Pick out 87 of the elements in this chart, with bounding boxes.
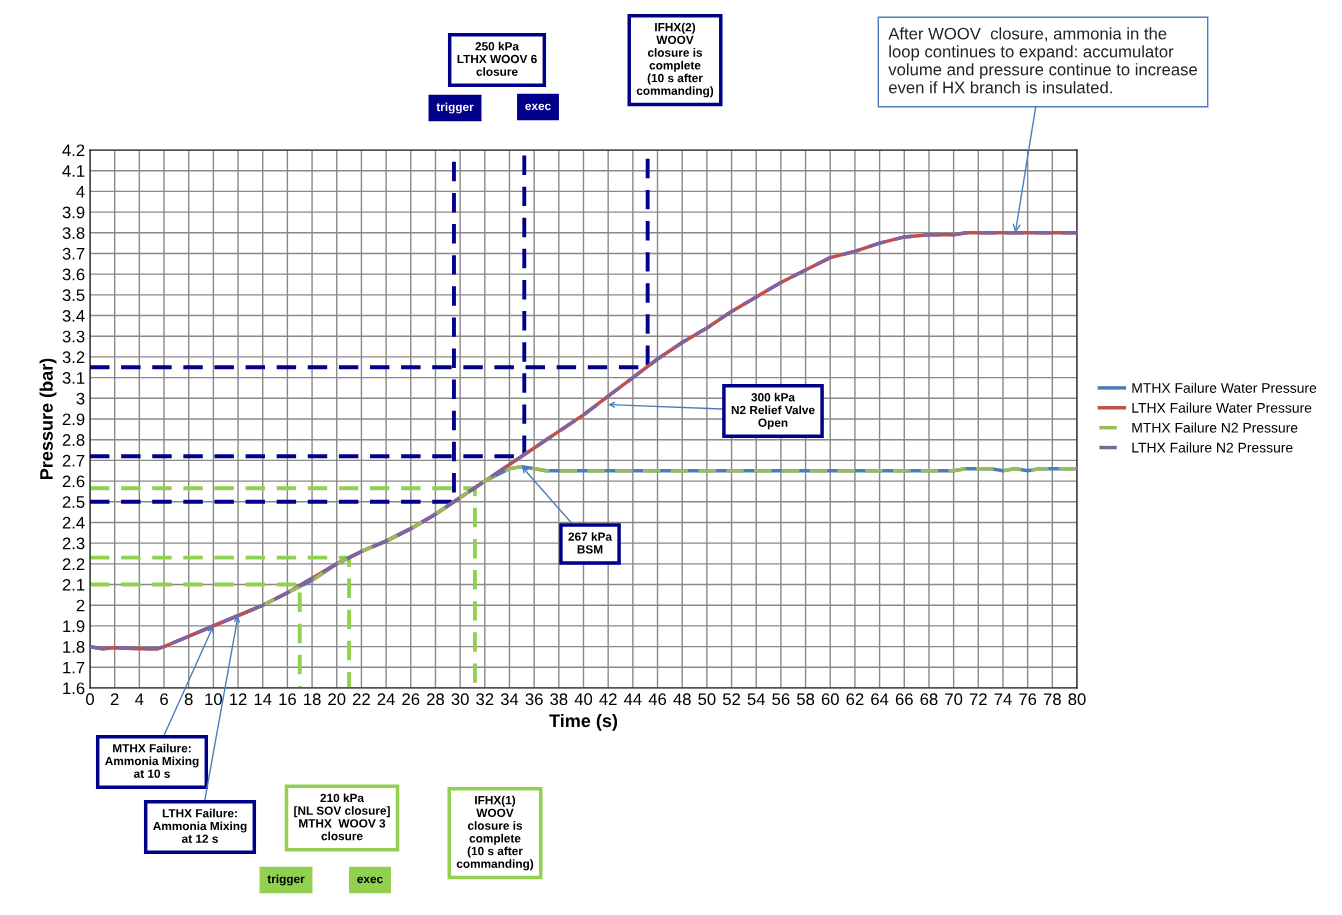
x-tick-label: 64	[871, 693, 889, 706]
x-tick-label: 58	[796, 693, 815, 706]
x-tick-label: 46	[648, 693, 667, 706]
x-tick-label: 2	[110, 693, 119, 705]
y-tick-label: 3.9	[62, 206, 85, 219]
x-tick-label: 80	[1068, 693, 1086, 706]
y-tick-label: 3.2	[62, 351, 85, 364]
x-tick-label: 16	[279, 693, 296, 706]
text: 210 kPa [NL SOV closure] MTHX WOOV 3 closure	[294, 793, 390, 841]
text: IFHX(1) WOOV closure is complete (10 s after commanding)	[456, 795, 534, 871]
legend-label: MTHX Failure Water Pressure	[1132, 382, 1317, 393]
text: exec	[525, 103, 551, 111]
x-axis-title: Time (s)	[549, 713, 618, 731]
x-tick-label: 4	[135, 693, 144, 705]
x-tick-label: 54	[747, 693, 766, 706]
y-tick-label: 3.4	[62, 309, 85, 322]
y-tick-label: 2.1	[62, 578, 85, 591]
y-tick-label: 1.6	[63, 682, 85, 695]
legend-label: LTHX Failure N2 Pressure	[1132, 442, 1293, 453]
y-tick-label: 2.7	[62, 454, 85, 467]
y-tick-label: 3.1	[62, 372, 85, 384]
x-tick-label: 44	[623, 693, 642, 705]
y-tick-label: 3.3	[62, 330, 85, 343]
text: trigger	[436, 102, 474, 114]
x-tick-label: 76	[1019, 693, 1037, 706]
y-tick-label: 4.1	[62, 165, 85, 177]
y-tick-label: 2.2	[62, 558, 85, 570]
y-tick-label: 2.8	[62, 434, 85, 446]
y-tick-label: 3.8	[62, 227, 85, 239]
text: 250 kPa LTHX WOOV 6 closure	[457, 41, 537, 76]
x-tick-label: 50	[698, 693, 716, 706]
x-tick-label: 66	[895, 693, 913, 706]
x-tick-label: 78	[1043, 693, 1061, 706]
x-tick-label: 70	[945, 693, 963, 706]
text: trigger	[267, 874, 305, 886]
y-tick-label: 2.6	[62, 475, 85, 488]
x-tick-label: 22	[353, 693, 370, 705]
y-tick-label: 3	[76, 392, 85, 405]
y-tick-label: 1.8	[63, 641, 85, 653]
x-tick-label: 28	[427, 693, 444, 706]
x-tick-label: 8	[184, 693, 193, 706]
legend-label: MTHX Failure N2 Pressure	[1132, 422, 1298, 433]
y-tick-label: 2.3	[62, 537, 85, 550]
x-tick-label: 56	[772, 693, 790, 706]
y-tick-label: 3.5	[62, 289, 85, 302]
x-tick-label: 6	[160, 693, 168, 706]
y-tick-label: 2.4	[62, 516, 85, 529]
x-tick-label: 20	[328, 693, 346, 706]
x-tick-label: 72	[969, 693, 987, 705]
x-tick-label: 62	[846, 693, 864, 706]
annotation: 267 kPa BSM	[568, 532, 613, 554]
x-tick-label: 24	[377, 693, 395, 705]
annotation: LTHX Failure: Ammonia Mixing at 12 s	[153, 808, 247, 843]
annotation: MTHX Failure: Ammonia Mixing at 10 s	[105, 743, 199, 778]
x-tick-label: 12	[230, 693, 247, 705]
y-tick-label: 4.2	[62, 144, 85, 157]
y-tick-label: 3.6	[62, 268, 85, 281]
x-tick-label: 74	[994, 693, 1012, 705]
y-tick-label: 2.9	[62, 413, 85, 426]
x-tick-label: 38	[550, 693, 568, 706]
y-tick-label: 4	[76, 185, 85, 198]
annotation: After WOOV closure, ammonia in the loop continues to expand: accumulator volume and pressure continue to increase even if HX branch is insulated.	[888, 27, 1197, 94]
x-tick-label: 68	[920, 693, 938, 706]
x-tick-label: 26	[402, 693, 420, 706]
x-tick-label: 36	[525, 693, 543, 706]
x-tick-label: 48	[673, 693, 691, 706]
y-tick-label: 2.5	[62, 496, 85, 508]
x-tick-label: 60	[821, 693, 839, 706]
legend-label: LTHX Failure Water Pressure	[1132, 402, 1312, 413]
text: IFHX(2) WOOV closure is complete (10 s after commanding)	[636, 22, 714, 98]
x-tick-label: 14	[254, 693, 272, 705]
x-tick-label: 10	[205, 693, 222, 706]
y-tick-label: 2	[76, 599, 85, 612]
x-tick-label: 40	[574, 693, 593, 706]
annotation: 300 kPa N2 Relief Valve Open	[731, 392, 815, 430]
x-tick-label: 52	[722, 693, 740, 706]
y-tick-label: 1.9	[63, 620, 85, 633]
x-tick-label: 32	[476, 693, 494, 706]
x-tick-label: 30	[451, 693, 469, 706]
text: exec	[357, 876, 383, 884]
y-axis-title: Pressure (bar)	[39, 358, 57, 480]
x-tick-label: 18	[304, 693, 321, 706]
x-tick-label: 34	[500, 693, 519, 706]
y-tick-label: 3.7	[62, 247, 85, 260]
x-tick-label: 42	[599, 693, 617, 705]
y-tick-label: 1.7	[63, 661, 85, 674]
x-tick-label: 0	[86, 693, 94, 706]
